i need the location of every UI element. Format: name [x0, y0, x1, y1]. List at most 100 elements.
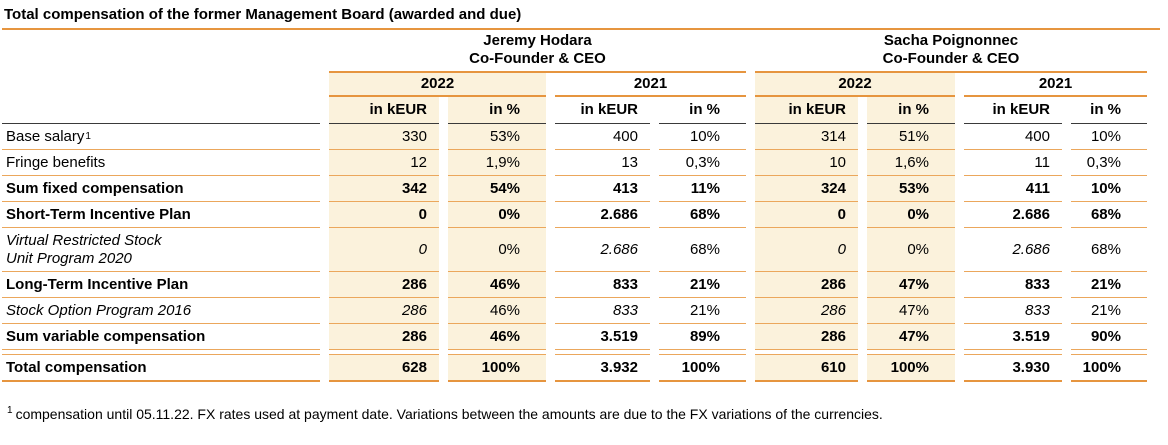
row-label: Stock Option Program 2016	[2, 298, 320, 324]
row-label-text: Short-Term Incentive Plan	[6, 205, 191, 223]
value-cell: 286	[329, 272, 439, 298]
value-cell: 400	[964, 124, 1062, 150]
spacer-cell	[2, 97, 320, 124]
row-label-text: Base salary	[6, 127, 85, 145]
value-cell: 10%	[1071, 124, 1147, 150]
value-cell: 324	[755, 176, 858, 202]
value-cell: 1,9%	[448, 150, 546, 176]
value-cell: 2.686	[555, 202, 650, 228]
value-cell: 100%	[867, 354, 955, 382]
value-cell: 610	[755, 354, 858, 382]
row-label: Sum variable compensation	[2, 324, 320, 350]
footnote-marker: 1	[7, 405, 13, 417]
value-cell: 89%	[659, 324, 746, 350]
year-header-sacha-2022: 2022	[755, 73, 955, 97]
value-cell: 100%	[1071, 354, 1147, 382]
value-cell: 2.686	[964, 202, 1062, 228]
value-cell: 3.519	[555, 324, 650, 350]
footnote-ref: 1	[85, 130, 91, 142]
value-cell: 68%	[659, 202, 746, 228]
year-header-sacha-2021: 2021	[964, 73, 1147, 97]
row-label: Virtual Restricted Stock Unit Program 20…	[2, 228, 320, 272]
value-cell: 2.686	[555, 228, 650, 272]
row-label-text: Virtual Restricted Stock Unit Program 20…	[6, 231, 162, 267]
value-cell: 47%	[867, 324, 955, 350]
value-cell: 12	[329, 150, 439, 176]
value-cell: 51%	[867, 124, 955, 150]
value-cell: 10	[755, 150, 858, 176]
person-name: Sacha Poignonnec	[883, 32, 1019, 49]
value-cell: 53%	[867, 176, 955, 202]
value-cell: 0,3%	[659, 150, 746, 176]
page-title: Total compensation of the former Managem…	[2, 4, 1160, 30]
value-cell: 46%	[448, 272, 546, 298]
value-cell: 68%	[1071, 228, 1147, 272]
value-cell: 53%	[448, 124, 546, 150]
value-cell: 286	[755, 272, 858, 298]
value-cell: 11%	[659, 176, 746, 202]
unit-header-keur: in kEUR	[755, 97, 858, 124]
value-cell: 286	[755, 324, 858, 350]
compensation-table: Jeremy Hodara Co-Founder & CEO Sacha Poi…	[2, 32, 1151, 382]
value-cell: 10%	[1071, 176, 1147, 202]
year-header-jeremy-2021: 2021	[555, 73, 746, 97]
value-cell: 100%	[659, 354, 746, 382]
value-cell: 100%	[448, 354, 546, 382]
value-cell: 2.686	[964, 228, 1062, 272]
value-cell: 628	[329, 354, 439, 382]
value-cell: 54%	[448, 176, 546, 202]
value-cell: 0	[755, 228, 858, 272]
value-cell: 0%	[867, 202, 955, 228]
row-label-text: Total compensation	[6, 358, 147, 376]
value-cell: 3.519	[964, 324, 1062, 350]
row-label-text: Sum variable compensation	[6, 327, 206, 345]
value-cell: 411	[964, 176, 1062, 202]
person-role: Co-Founder & CEO	[469, 50, 606, 67]
row-label: Short-Term Incentive Plan	[2, 202, 320, 228]
value-cell: 3.930	[964, 354, 1062, 382]
unit-header-pct: in %	[1071, 97, 1147, 124]
row-label-text: Fringe benefits	[6, 153, 106, 171]
unit-header-keur: in kEUR	[555, 97, 650, 124]
year-header-jeremy-2022: 2022	[329, 73, 546, 97]
value-cell: 286	[755, 298, 858, 324]
value-cell: 400	[555, 124, 650, 150]
value-cell: 10%	[659, 124, 746, 150]
value-cell: 47%	[867, 298, 955, 324]
value-cell: 68%	[1071, 202, 1147, 228]
footnote: 1 compensation until 05.11.22. FX rates u…	[2, 406, 1160, 422]
value-cell: 833	[555, 272, 650, 298]
value-cell: 90%	[1071, 324, 1147, 350]
value-cell: 21%	[1071, 272, 1147, 298]
value-cell: 46%	[448, 324, 546, 350]
value-cell: 0	[755, 202, 858, 228]
row-label-text: Sum fixed compensation	[6, 179, 184, 197]
value-cell: 314	[755, 124, 858, 150]
value-cell: 833	[964, 272, 1062, 298]
value-cell: 11	[964, 150, 1062, 176]
unit-header-keur: in kEUR	[329, 97, 439, 124]
value-cell: 47%	[867, 272, 955, 298]
value-cell: 833	[555, 298, 650, 324]
spacer-cell	[2, 73, 320, 97]
value-cell: 0%	[867, 228, 955, 272]
value-cell: 1,6%	[867, 150, 955, 176]
value-cell: 0	[329, 202, 439, 228]
row-label: Sum fixed compensation	[2, 176, 320, 202]
unit-header-pct: in %	[448, 97, 546, 124]
row-label-text: Long-Term Incentive Plan	[6, 275, 189, 293]
value-cell: 342	[329, 176, 439, 202]
footnote-text: compensation until 05.11.22. FX rates us…	[15, 406, 883, 422]
value-cell: 330	[329, 124, 439, 150]
unit-header-keur: in kEUR	[964, 97, 1062, 124]
value-cell: 3.932	[555, 354, 650, 382]
value-cell: 0%	[448, 228, 546, 272]
value-cell: 286	[329, 324, 439, 350]
row-label-text: Stock Option Program 2016	[6, 301, 192, 319]
row-label: Fringe benefits	[2, 150, 320, 176]
unit-header-pct: in %	[659, 97, 746, 124]
value-cell: 413	[555, 176, 650, 202]
value-cell: 0	[329, 228, 439, 272]
value-cell: 833	[964, 298, 1062, 324]
value-cell: 13	[555, 150, 650, 176]
